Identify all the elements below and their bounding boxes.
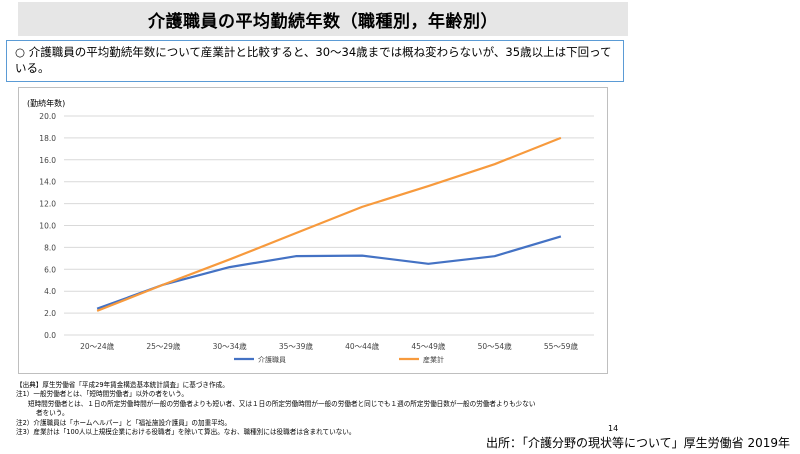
series-line-1: [96, 235, 562, 310]
y-tick-label: 16.0: [39, 156, 56, 165]
y-axis-label: (勤続年数): [27, 98, 65, 108]
legend-label: 介護職員: [258, 355, 286, 364]
notes-block: 【出典】厚生労働省「平成29年賃金構造基本統計調査」に基づき作成。 注1）一般労…: [16, 381, 616, 437]
x-tick-label: 30～34歳: [213, 341, 248, 351]
y-tick-label: 2.0: [44, 309, 56, 318]
source-citation: 出所：「介護分野の現状等について」厚生労働省 2019年: [486, 436, 790, 450]
x-tick-label: 55～59歳: [544, 341, 579, 351]
note-1-detail: 短時間労働者とは、１日の所定労働時間が一般の労働者よりも短い者、又は１日の所定労…: [28, 399, 536, 408]
y-tick-label: 10.0: [39, 222, 56, 231]
summary-bullet: ○: [15, 45, 26, 59]
y-tick-label: 8.0: [44, 243, 56, 252]
title-bar: 介護職員の平均勤続年数（職種別，年齢別）: [18, 2, 628, 36]
note-3: 注3）産業計は「100人以上規模企業における役職者」を除いて算出。なお、職種別に…: [16, 428, 356, 437]
summary-box: ○ 介護職員の平均勤続年数について産業計と比較すると、30～34歳までは概ね変わ…: [6, 40, 624, 82]
x-tick-label: 50～54歳: [478, 341, 513, 351]
note-1-detail-cont: 者をいう。: [36, 409, 69, 418]
note-1: 注1）一般労働者とは、「短時間労働者」以外の者をいう。: [16, 390, 188, 399]
x-tick-label: 40～44歳: [345, 341, 380, 351]
chart-frame: (勤続年数) 0.0 2.0 4.0 6.0 8.0 10.0 12.0 14.0 16.0 18.…: [18, 87, 608, 374]
y-tick-label: 20.0: [39, 112, 56, 121]
x-tick-label: 20～24歳: [80, 341, 115, 351]
page-number: 14: [608, 424, 619, 433]
line-chart: (勤続年数) 0.0 2.0 4.0 6.0 8.0 10.0 12.0 14.0 16.0 18.…: [27, 98, 594, 364]
y-tick-label: 4.0: [44, 287, 56, 296]
y-tick-label: 6.0: [44, 265, 56, 274]
summary-text: 介護職員の平均勤続年数について産業計と比較すると、30～34歳までは概ね変わらな…: [15, 45, 612, 75]
y-tick-label: 0.0: [44, 331, 56, 340]
y-tick-label: 14.0: [39, 178, 56, 187]
y-tick-label: 18.0: [39, 134, 56, 143]
series-line-2: [96, 136, 562, 312]
page-title: 介護職員の平均勤続年数（職種別，年齢別）: [148, 11, 498, 32]
x-tick-label: 25～29歳: [146, 341, 181, 351]
note-2: 注2）介護職員は「ホームヘルパー」と「福祉施設介護員」の加重平均。: [16, 418, 231, 427]
y-tick-label: 12.0: [39, 200, 56, 209]
x-tick-label: 35～39歳: [279, 341, 314, 351]
x-tick-label: 45～49歳: [411, 341, 446, 351]
legend-label: 産業計: [423, 355, 444, 364]
note-source: 【出典】厚生労働省「平成29年賃金構造基本統計調査」に基づき作成。: [16, 381, 229, 389]
